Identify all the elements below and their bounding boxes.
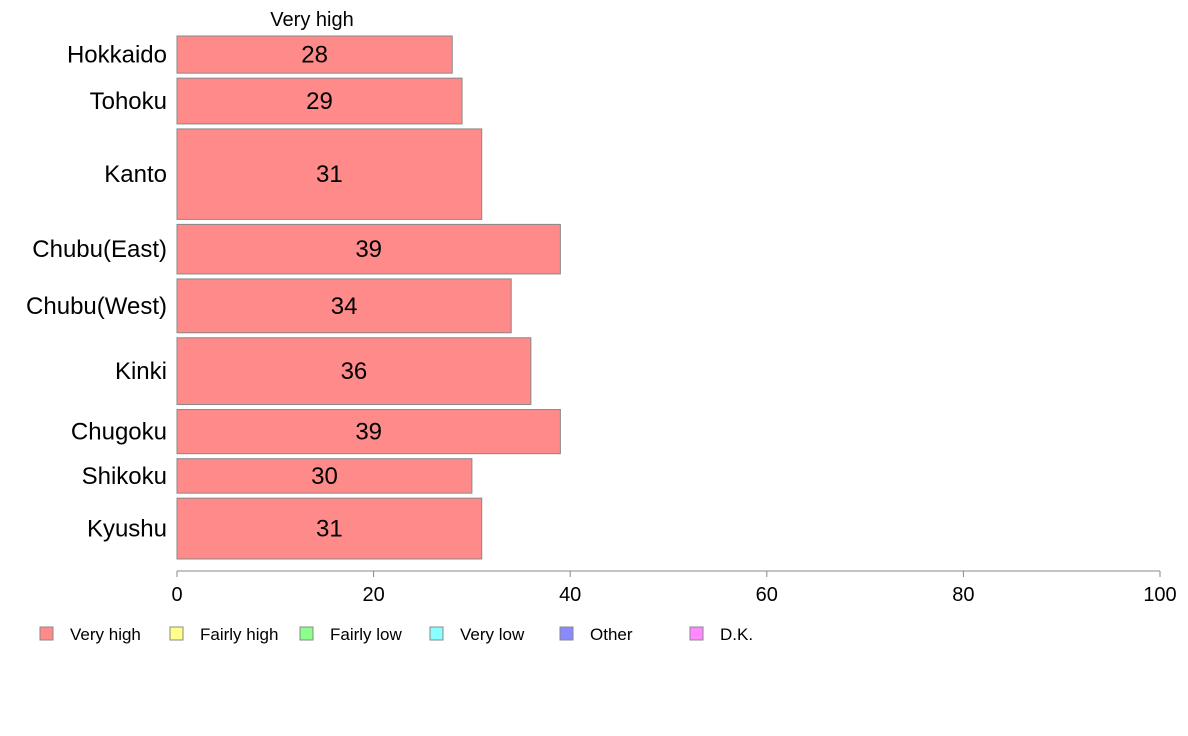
- bars-group: 28 Hokkaido 29 Tohoku 31 Kanto 39 Chubu(East) 34…: [26, 35, 561, 560]
- x-tick-label: 100: [1143, 584, 1176, 606]
- x-tick-label: 0: [171, 584, 182, 606]
- data-label: 28: [301, 42, 328, 69]
- category-label: Kanto: [104, 161, 167, 188]
- column-header: Very high: [270, 9, 353, 31]
- category-label: Hokkaido: [67, 42, 167, 69]
- data-label: 34: [331, 293, 358, 320]
- legend-label: Other: [590, 625, 633, 644]
- category-label: Chugoku: [71, 419, 167, 446]
- x-axis: 0 20 40 60 80 100: [171, 570, 1177, 606]
- category-label: Tohoku: [90, 88, 167, 115]
- bar-kinki: [176, 337, 532, 406]
- legend-label: Very low: [460, 625, 525, 644]
- legend: Very high Fairly high Fairly low Very low Ot…: [39, 625, 753, 644]
- category-label: Shikoku: [82, 463, 167, 490]
- bar-kanto: [176, 128, 483, 220]
- data-label: 39: [355, 236, 382, 263]
- x-tick-label: 60: [756, 584, 778, 606]
- legend-label: Fairly high: [200, 625, 278, 644]
- legend-swatch: [429, 626, 444, 641]
- data-label: 36: [341, 358, 368, 385]
- bar-chugoku: [176, 409, 561, 455]
- category-label: Chubu(East): [32, 236, 167, 263]
- bar-chubu-west-: [176, 278, 512, 334]
- x-tick-label: 80: [952, 584, 974, 606]
- bar-tohoku: [176, 77, 463, 125]
- data-label: 31: [316, 516, 343, 543]
- legend-swatch: [39, 626, 54, 641]
- category-label: Chubu(West): [26, 293, 167, 320]
- x-tick-label: 20: [362, 584, 384, 606]
- legend-label: Very high: [70, 625, 141, 644]
- legend-label: Fairly low: [330, 625, 403, 644]
- data-label: 30: [311, 463, 338, 490]
- category-label: Kyushu: [87, 516, 167, 543]
- category-label: Kinki: [115, 358, 167, 385]
- legend-swatch: [169, 626, 184, 641]
- legend-label: D.K.: [720, 625, 753, 644]
- legend-swatch: [299, 626, 314, 641]
- bar-kyushu: [176, 497, 483, 560]
- x-tick-label: 40: [559, 584, 581, 606]
- bar-chubu-east-: [176, 223, 561, 275]
- bar-hokkaido: [176, 35, 453, 74]
- legend-swatch: [689, 626, 704, 641]
- data-label: 31: [316, 161, 343, 188]
- data-label: 39: [355, 419, 382, 446]
- bar-shikoku: [176, 458, 473, 494]
- legend-swatch: [559, 626, 574, 641]
- data-label: 29: [306, 88, 333, 115]
